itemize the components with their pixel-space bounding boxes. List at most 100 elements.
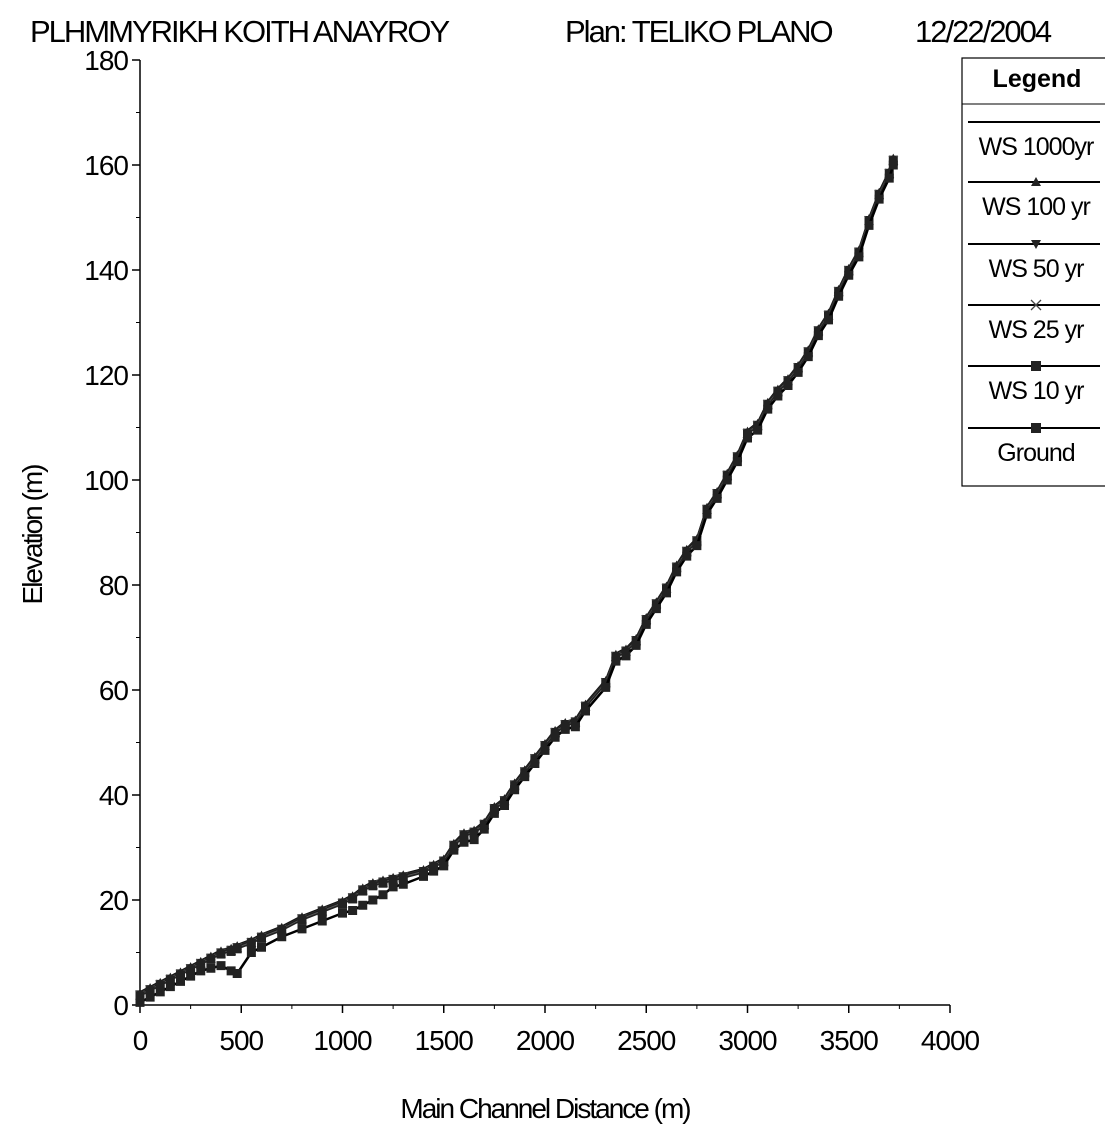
legend-label: WS 50 yr: [989, 255, 1084, 283]
data-point: [479, 824, 489, 834]
data-point: [712, 493, 722, 503]
series-ws-100-yr: [135, 153, 898, 997]
x-tick-label: 2500: [617, 1025, 676, 1056]
legend-swatch-marker: [1031, 423, 1041, 433]
y-tick-label: 80: [99, 570, 129, 601]
data-point: [884, 173, 894, 183]
data-point: [338, 908, 347, 918]
data-point: [783, 381, 793, 390]
data-point: [358, 886, 368, 896]
data-point: [854, 252, 864, 262]
data-point: [722, 475, 732, 485]
series-ws-1000yr: [139, 156, 895, 993]
data-point: [145, 992, 155, 1002]
series-ground: [135, 160, 898, 1007]
data-point: [560, 724, 570, 734]
legend-swatch-marker: [1031, 361, 1041, 371]
series-line: [139, 164, 895, 1004]
legend-swatch-marker: [1031, 240, 1041, 249]
data-point: [824, 315, 833, 325]
series-ws-25-yr: [135, 155, 899, 1000]
data-point: [368, 881, 378, 891]
data-point: [246, 939, 256, 949]
data-point: [196, 966, 206, 976]
y-tick-label: 140: [84, 255, 128, 286]
data-point: [449, 845, 459, 855]
x-tick-label: 500: [219, 1025, 263, 1056]
x-tick-label: 3000: [718, 1025, 777, 1056]
x-tick-label: 4000: [921, 1025, 980, 1056]
data-point: [176, 976, 185, 986]
data-point: [803, 352, 813, 362]
series-group: [135, 153, 899, 1007]
legend-label: WS 25 yr: [989, 316, 1084, 344]
data-point: [196, 960, 206, 970]
x-tick-label: 2000: [516, 1025, 575, 1056]
data-point: [338, 899, 347, 909]
data-point: [702, 509, 712, 519]
data-point: [186, 965, 196, 975]
x-axis-label: Main Channel Distance (m): [400, 1093, 690, 1124]
legend-label: WS 10 yr: [989, 377, 1084, 405]
data-point: [398, 873, 408, 883]
x-tick-label: 1000: [313, 1025, 372, 1056]
data-point: [662, 588, 671, 598]
y-tick-label: 120: [84, 360, 128, 391]
data-point: [611, 656, 621, 666]
data-point: [753, 425, 763, 435]
data-point: [469, 828, 479, 838]
data-point: [844, 270, 854, 280]
data-point: [257, 933, 266, 943]
data-point: [864, 220, 874, 230]
data-point: [793, 367, 803, 377]
data-point: [155, 981, 165, 991]
data-point: [651, 604, 661, 614]
data-point: [388, 876, 398, 886]
series-ws-10-yr: [135, 156, 898, 1001]
data-point: [297, 924, 307, 934]
data-point: [348, 906, 358, 915]
y-axis-label: Elevation (m): [17, 465, 48, 605]
data-point: [888, 160, 898, 170]
y-tick-label: 20: [99, 885, 129, 916]
data-point: [186, 971, 196, 981]
data-point: [398, 879, 408, 889]
data-point: [216, 949, 226, 959]
legend-box: [961, 57, 1105, 487]
data-point: [429, 866, 439, 876]
y-ticks: 0 20 40 60 80 100 120 140 160 180: [84, 45, 140, 1021]
data-point: [378, 878, 388, 888]
y-tick-label: 40: [99, 780, 129, 811]
series-line: [139, 160, 895, 996]
data-point: [813, 331, 823, 341]
legend-label: WS 100 yr: [982, 193, 1090, 221]
chart-title-date: 12/22/2004: [915, 14, 1052, 49]
data-point: [277, 925, 287, 935]
data-point: [773, 391, 783, 401]
data-point: [277, 932, 287, 942]
data-point: [581, 706, 590, 716]
data-point: [145, 986, 155, 996]
data-point: [165, 975, 175, 985]
data-point: [540, 745, 550, 755]
y-tick-label: 160: [84, 150, 128, 181]
series-line: [139, 156, 895, 993]
data-point: [135, 991, 145, 1001]
data-point: [165, 982, 175, 992]
series-ws-50-yr: [135, 155, 898, 999]
series-line: [139, 161, 895, 997]
chart-title-project: PLHMMYRIKH KOITH ANAYROY: [30, 14, 450, 49]
data-point: [641, 619, 651, 629]
data-point: [388, 882, 398, 892]
data-point: [439, 861, 449, 871]
data-point: [246, 948, 256, 957]
data-point: [489, 808, 499, 818]
data-point: [682, 551, 692, 561]
series-line: [139, 158, 895, 995]
data-point: [601, 682, 611, 692]
legend-label: WS 1000yr: [979, 133, 1094, 161]
data-point: [155, 987, 165, 997]
data-point: [459, 831, 469, 841]
data-point: [459, 837, 469, 847]
